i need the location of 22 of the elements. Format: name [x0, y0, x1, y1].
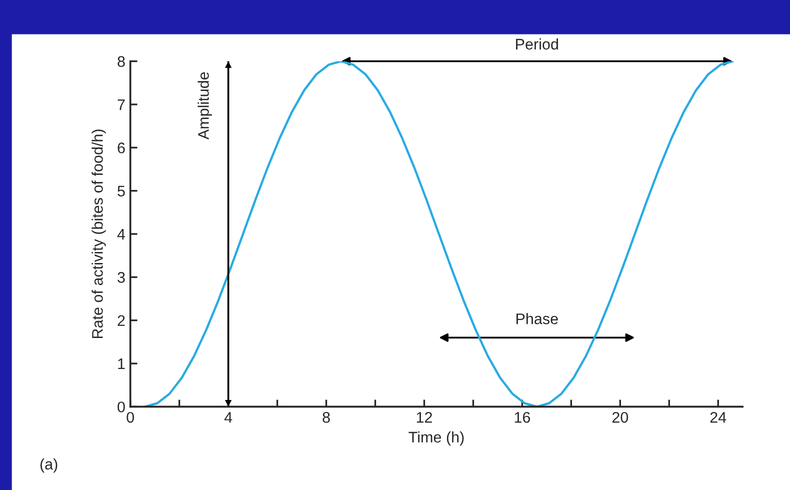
- x-tick-label: 12: [416, 412, 432, 423]
- y-tick-label: 4: [117, 229, 126, 240]
- x-tick-label: 4: [224, 412, 232, 423]
- text: Period: [516, 38, 558, 50]
- y-tick-label: 2: [118, 315, 125, 326]
- y-axis-title: Rate of activity (bites of food/h): [92, 130, 106, 338]
- y-tick-label: 1: [118, 358, 125, 370]
- x-tick-label: 24: [710, 412, 726, 423]
- y-tick-label: 7: [118, 99, 125, 110]
- x-tick-label: 20: [612, 412, 628, 423]
- ref-line-label: Amplitude: [198, 72, 212, 140]
- x-tick-label: 0: [126, 412, 134, 423]
- text: (a): [40, 458, 58, 473]
- y-tick-label: 6: [118, 142, 125, 154]
- y-tick-label: 0: [118, 402, 125, 412]
- annotation: Phase: [516, 313, 558, 324]
- y-tick-label: 8: [118, 56, 125, 67]
- x-tick-label: 8: [322, 412, 330, 423]
- y-tick-label: 3: [118, 272, 125, 283]
- y-tick-label: 5: [118, 186, 125, 196]
- x-axis-title: Time (h): [408, 431, 464, 446]
- x-tick-label: 16: [514, 412, 530, 423]
